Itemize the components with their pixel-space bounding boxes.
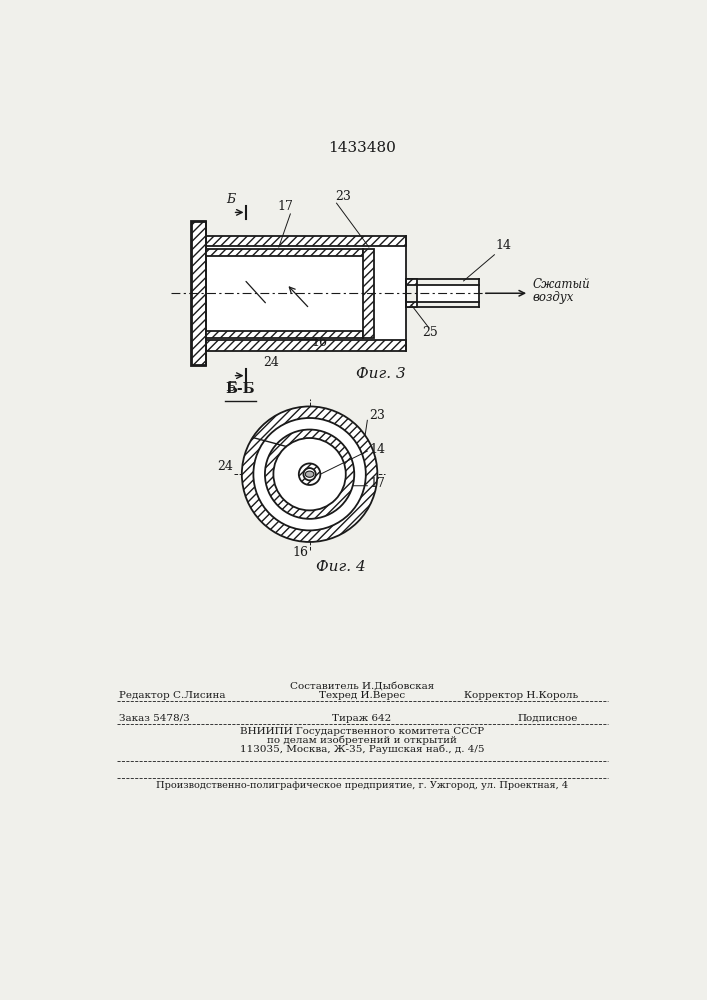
Text: Производственно-полиграфическое предприятие, г. Ужгород, ул. Проектная, 4: Производственно-полиграфическое предприя… <box>156 781 568 790</box>
Text: 16: 16 <box>293 546 308 559</box>
Text: Корректор Н.Король: Корректор Н.Король <box>464 690 578 700</box>
Bar <box>191 221 206 366</box>
Polygon shape <box>363 249 374 338</box>
Text: 24: 24 <box>263 356 279 369</box>
Text: Сжатый: Сжатый <box>533 278 590 291</box>
Ellipse shape <box>305 471 314 477</box>
Text: Б: Б <box>226 381 235 394</box>
Polygon shape <box>192 222 206 365</box>
Text: 17: 17 <box>370 477 385 490</box>
Text: 113035, Москва, Ж-35, Раушская наб., д. 4/5: 113035, Москва, Ж-35, Раушская наб., д. … <box>240 745 484 754</box>
Polygon shape <box>206 235 406 246</box>
Text: 23: 23 <box>370 409 385 422</box>
Text: Б-Б: Б-Б <box>226 382 255 396</box>
Text: Б: Б <box>226 193 235 206</box>
Text: 17: 17 <box>278 200 293 213</box>
Text: Редактор С.Лисина: Редактор С.Лисина <box>119 690 226 700</box>
Text: 14: 14 <box>370 443 385 456</box>
Polygon shape <box>406 302 416 307</box>
Polygon shape <box>406 279 416 285</box>
Circle shape <box>265 430 354 519</box>
Text: Фиг. 3: Фиг. 3 <box>356 367 406 381</box>
Circle shape <box>299 463 320 485</box>
Text: Подписное: Подписное <box>518 714 578 723</box>
Text: 23: 23 <box>335 190 351 203</box>
Circle shape <box>242 406 378 542</box>
Polygon shape <box>206 249 363 256</box>
Text: Тираж 642: Тираж 642 <box>332 714 392 723</box>
Circle shape <box>274 438 346 510</box>
Bar <box>206 246 406 340</box>
Circle shape <box>303 468 316 480</box>
Text: Заказ 5478/3: Заказ 5478/3 <box>119 714 190 723</box>
Text: воздух: воздух <box>533 291 574 304</box>
Text: по делам изобретений и открытий: по делам изобретений и открытий <box>267 735 457 745</box>
Text: Техред И.Верес: Техред И.Верес <box>319 690 405 700</box>
Bar <box>374 246 406 340</box>
Text: 16: 16 <box>312 336 327 349</box>
Text: 1433480: 1433480 <box>328 141 396 155</box>
Polygon shape <box>206 331 363 338</box>
Bar <box>206 256 363 331</box>
Circle shape <box>253 418 366 530</box>
Text: Фиг. 4: Фиг. 4 <box>315 560 366 574</box>
Text: ВНИИПИ Государственного комитета СССР: ВНИИПИ Государственного комитета СССР <box>240 727 484 736</box>
Text: 24: 24 <box>217 460 233 473</box>
Text: 14: 14 <box>496 239 512 252</box>
Text: 25: 25 <box>423 326 438 339</box>
Bar <box>416 285 479 302</box>
Text: Составитель И.Дыбовская: Составитель И.Дыбовская <box>290 681 434 690</box>
Polygon shape <box>206 340 406 351</box>
